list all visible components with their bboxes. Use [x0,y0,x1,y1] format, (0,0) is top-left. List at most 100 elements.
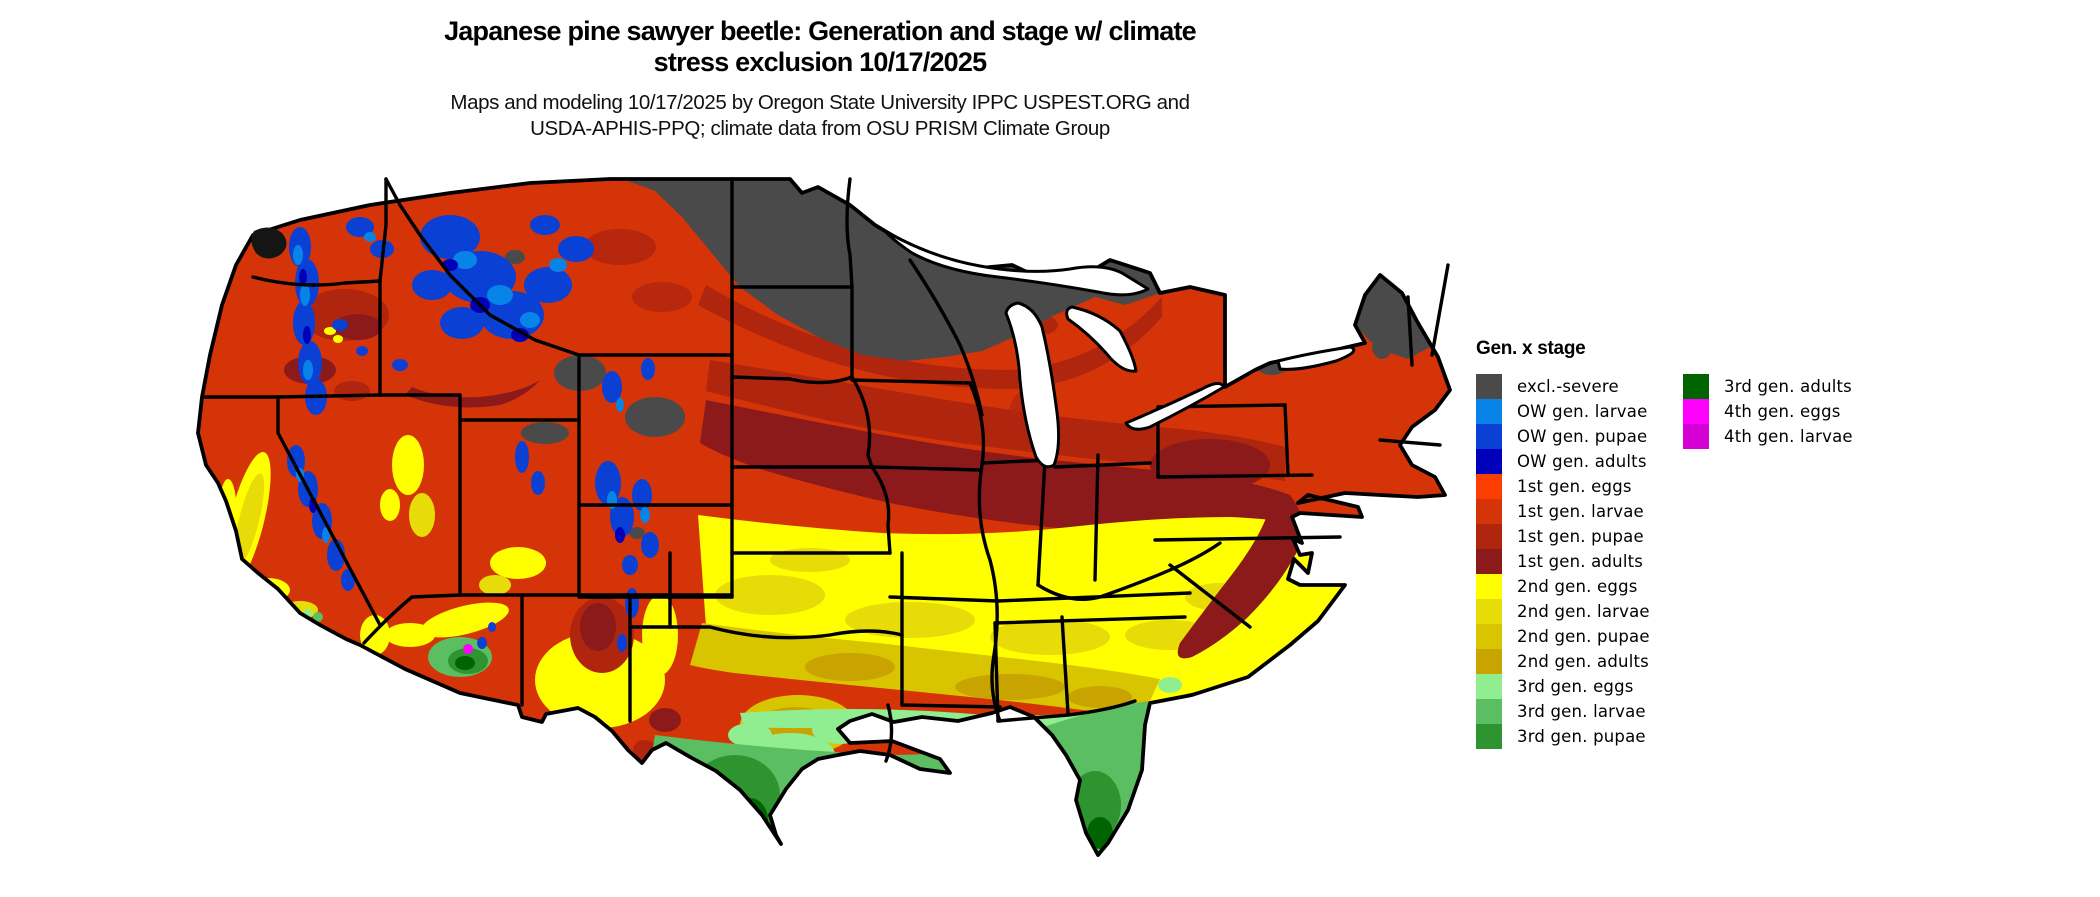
legend-item: 1st gen. pupae [1476,524,1650,549]
page-subtitle: Maps and modeling 10/17/2025 by Oregon S… [60,90,1580,142]
title-line-2: stress exclusion 10/17/2025 [653,47,987,77]
legend-item: 1st gen. adults [1476,549,1650,574]
legend-column-1: excl.-severe OW gen. larvae OW gen. pupa… [1476,374,1650,749]
legend-swatch [1476,624,1502,649]
legend-swatch [1476,724,1502,749]
legend-item: 4th gen. larvae [1683,424,1853,449]
map-patch [580,603,616,651]
legend-item: 3rd gen. adults [1683,374,1853,399]
puget-sound-mark [251,227,287,259]
map-patch [334,314,382,340]
legend-label: 1st gen. pupae [1517,527,1644,546]
legend-item: 1st gen. larvae [1476,499,1650,524]
legend-label: 2nd gen. eggs [1517,577,1638,596]
legend-heading: Gen. x stage [1476,338,1586,359]
map-patch [313,612,323,622]
map-patch [421,602,509,638]
map-patch [521,422,569,444]
map-patch [632,282,692,312]
legend-item: 4th gen. eggs [1683,399,1853,424]
legend-label: 3rd gen. adults [1724,377,1852,396]
legend-swatch [1476,499,1502,524]
map-patch [233,473,265,567]
legend-label: 3rd gen. pupae [1517,727,1646,746]
map-patch [722,801,746,833]
legend-swatch [1476,549,1502,574]
legend-item: OW gen. pupae [1476,424,1650,449]
map-patch [392,435,424,495]
legend-item: 3rd gen. pupae [1476,724,1650,749]
legend-swatch [1476,574,1502,599]
map-patch [1087,817,1113,849]
map-patch [385,623,435,647]
map-patch [455,656,475,670]
map-patch [625,397,685,437]
legend-item: OW gen. larvae [1476,399,1650,424]
title-line-1: Japanese pine sawyer beetle: Generation … [444,16,1197,46]
map-patch [649,708,681,732]
legend-item: 3rd gen. larvae [1476,699,1650,724]
legend-label: 1st gen. eggs [1517,477,1632,496]
map-patch-florida-keys [1076,861,1084,869]
legend-swatch [1476,699,1502,724]
map-patch [732,798,768,842]
map-patch-florida-keys [1088,867,1096,875]
map-patch [282,601,318,619]
legend-item: 2nd gen. larvae [1476,599,1650,624]
map-patch [1158,677,1182,693]
map-patch [1068,686,1132,708]
legend-label: 4th gen. larvae [1724,427,1853,446]
legend-swatch [1476,374,1502,399]
lake-erie [1124,382,1226,431]
map-patch [845,602,975,638]
legend-swatch [1476,424,1502,449]
map-patch [505,250,525,264]
subtitle-line-2: USDA-APHIS-PPQ; climate data from OSU PR… [530,117,1110,140]
map-patch-appalachians [1177,495,1303,659]
subtitle-line-1: Maps and modeling 10/17/2025 by Oregon S… [450,91,1190,114]
us-choropleth-map [150,165,1470,892]
legend-label: 2nd gen. larvae [1517,602,1650,621]
legend-item: 2nd gen. pupae [1476,624,1650,649]
map-band-1st-pupae [706,360,1285,481]
legend-swatch [1476,474,1502,499]
map-patch [715,575,825,615]
legend-label: 2nd gen. adults [1517,652,1649,671]
map-fill-layers [198,179,1450,875]
map-patch [324,327,336,335]
map-patch [629,527,645,539]
map-svg [196,177,1452,875]
legend-label: 3rd gen. larvae [1517,702,1646,721]
legend-label: 4th gen. eggs [1724,402,1841,421]
legend-item: 2nd gen. adults [1476,649,1650,674]
legend-item: OW gen. adults [1476,449,1650,474]
map-patch [479,575,511,595]
map-patch [955,674,1065,700]
map-band-1st-adults [700,400,1290,545]
legend: Gen. x stage excl.-severe OW gen. larvae… [1476,338,2036,749]
legend-label: 1st gen. adults [1517,552,1644,571]
map-patch [1150,439,1270,491]
map-outline [196,177,1452,857]
lake-huron [1065,305,1138,373]
legend-swatch [1683,374,1709,399]
map-patch [463,644,473,654]
legend-column-2: 3rd gen. adults 4th gen. eggs 4th gen. l… [1683,374,1853,449]
map-patch [409,493,435,537]
map-patch [1372,335,1392,359]
map-patch [584,229,656,265]
legend-swatch [1476,399,1502,424]
page-title: Japanese pine sawyer beetle: Generation … [60,16,1580,78]
map-patch [333,335,343,343]
map-patch [334,381,370,401]
map-patch [490,547,546,579]
state-borders [203,177,1450,763]
legend-item: 3rd gen. eggs [1476,674,1650,699]
great-lakes [883,229,1356,469]
legend-swatch [1476,449,1502,474]
legend-swatch [1476,649,1502,674]
map-band-brick-north [698,285,1162,389]
legend-label: OW gen. pupae [1517,427,1648,446]
legend-swatch [1476,524,1502,549]
legend-swatch [1683,399,1709,424]
